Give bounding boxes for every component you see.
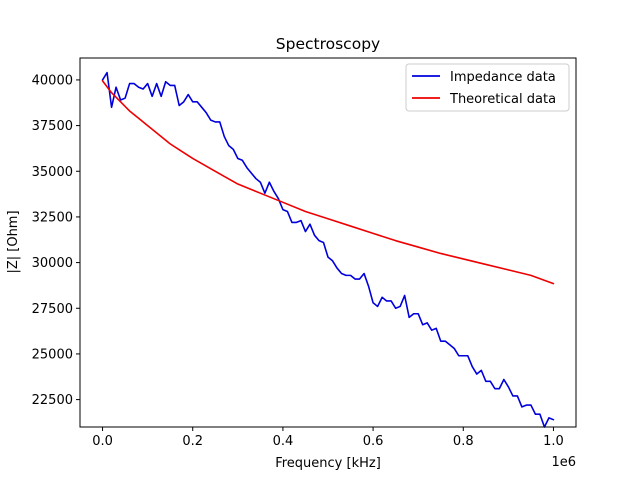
y-tick-label: 40000: [32, 73, 73, 88]
chart-title: Spectroscopy: [276, 35, 380, 53]
y-tick-label: 22500: [32, 393, 73, 408]
series-layer: [101, 71, 555, 428]
y-tick-label: 32500: [32, 210, 73, 225]
plot-area-background: [80, 58, 576, 427]
y-tick-label: 25000: [32, 347, 73, 362]
series-line-theoretical: [101, 80, 555, 285]
x-tick-label: 0.0: [92, 434, 113, 449]
x-tick-label: 1.0: [543, 434, 564, 449]
x-tick-label: 0.6: [363, 434, 384, 449]
x-tick-label: 0.8: [453, 434, 474, 449]
plot-area-frame: [79, 57, 577, 428]
legend-label-theoretical: Theoretical data: [449, 92, 556, 107]
y-ticks-layer: 22500 25000 27500 30000 32500 35000 37500 40000: [32, 73, 80, 408]
legend-frame: [405, 63, 570, 112]
legend: Impedance data Theoretical data: [405, 63, 570, 112]
y-tick-label: 27500: [32, 302, 73, 317]
series-line-impedance: [101, 71, 555, 428]
y-tick-label: 30000: [32, 256, 73, 271]
x-ticks-layer: 0.0 0.2 0.4 0.6 0.8 1.0: [92, 427, 564, 449]
x-axis-label: Frequency [kHz]: [275, 456, 381, 471]
x-tick-label: 0.2: [182, 434, 203, 449]
y-axis-label: |Z| [Ohm]: [6, 210, 21, 273]
x-tick-label: 0.4: [273, 434, 294, 449]
y-tick-label: 37500: [32, 119, 73, 134]
legend-label-impedance: Impedance data: [450, 70, 556, 85]
x-axis-offset-label: 1e6: [551, 455, 576, 470]
y-tick-label: 35000: [32, 165, 73, 180]
